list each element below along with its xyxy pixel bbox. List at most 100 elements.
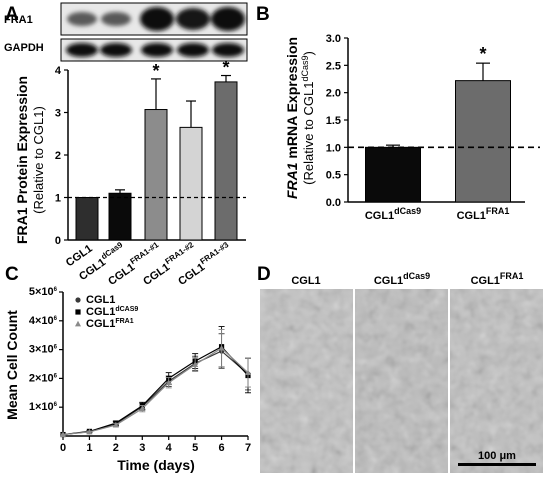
panel-a: A FRA1 GAPDH FRA1 Protein Expression (Re… xyxy=(4,2,248,288)
panel-a-ylabel-sub: (Relative to CGL1) xyxy=(31,106,46,214)
panel-a-category-label-sup: FRA1-#1 xyxy=(129,240,161,266)
western-blot xyxy=(60,2,248,62)
panel-c-legend-marker xyxy=(75,309,81,315)
panel-b-category-sup: dCas9 xyxy=(394,206,421,216)
panel-a-bar xyxy=(108,192,132,241)
panel-c-legend-sup: FRA1 xyxy=(115,318,133,325)
panel-c-data-point xyxy=(86,428,93,435)
panel-c-xtick-label: 3 xyxy=(139,442,145,454)
panel-c-data-point xyxy=(245,369,251,376)
panel-c-legend-label: CGL1dCAS9 xyxy=(86,306,138,318)
panel-c-xtick-label: 4 xyxy=(166,442,173,454)
panel-c-data-point xyxy=(192,361,199,367)
blot-label-gapdh: GAPDH xyxy=(4,42,44,54)
micrograph-title-dcas9-base: CGL1 xyxy=(374,275,403,287)
panel-a-bar xyxy=(179,126,203,241)
panel-c-legend-base: CGL1 xyxy=(86,306,115,318)
panel-d-label: D xyxy=(257,264,271,285)
panel-a-category-label-sup: dCas9 xyxy=(99,240,124,261)
panel-c-ytick-base: 5×10 xyxy=(29,286,54,298)
panel-c-xtick-label: 7 xyxy=(245,442,251,454)
panel-a-ytick-label: 4 xyxy=(55,65,62,77)
panel-d: D CGL1 CGL1dCas9 CGL1FRA1 100 μm xyxy=(257,264,543,473)
micrograph-title-dcas9: CGL1dCas9 xyxy=(374,271,430,287)
panel-c-data-point xyxy=(139,405,146,412)
panel-a-label: A xyxy=(5,4,19,25)
panel-b-ytick-label: 0.5 xyxy=(326,170,341,182)
panel-b-ytick-label: 1.0 xyxy=(326,142,341,154)
panel-a-significance: * xyxy=(222,58,229,78)
panel-b-ylabel-sub-end: ) xyxy=(301,51,316,55)
panel-b-ylabel-main: FRA1 mRNA Expression xyxy=(284,37,300,199)
panel-c-legend-sup: dCAS9 xyxy=(115,306,138,313)
panel-a-bar xyxy=(75,197,99,241)
panel-c-ytick-label: 1×106 xyxy=(29,401,58,413)
panel-c-series-line xyxy=(62,347,249,436)
panel-c-legend-label: CGL1FRA1 xyxy=(86,318,134,330)
scale-bar-label: 100 μm xyxy=(478,450,516,462)
panel-c-ylabel: Mean Cell Count xyxy=(4,310,20,420)
panel-c: C Mean Cell Count Time (days) 0 1 2 3 4 5 6 7 1×… xyxy=(4,264,251,473)
micrograph-title-dcas9-sup: dCas9 xyxy=(403,271,430,281)
panel-b: B FRA1 mRNA Expression (Relative to CGL1… xyxy=(256,4,540,222)
panel-c-xlabel: Time (days) xyxy=(117,457,195,473)
panel-b-ylabel-sub-a: (Relative to CGL1 xyxy=(301,82,316,185)
micrograph-title-cgl1: CGL1 xyxy=(291,275,320,287)
panel-c-ytick-label: 3×106 xyxy=(29,344,58,356)
panel-b-ytick-label: 0.0 xyxy=(326,197,341,209)
panel-b-category-base: CGL1 xyxy=(457,210,486,222)
panel-a-bar xyxy=(214,81,238,241)
panel-c-xtick-label: 1 xyxy=(86,442,92,454)
panel-a-category-label-sup: FRA1-#2 xyxy=(164,240,196,266)
panel-c-ylabel-wrap: Mean Cell Count xyxy=(4,310,20,420)
panel-a-bar xyxy=(144,109,168,241)
micrograph-cgl1 xyxy=(260,289,353,473)
panel-a-ytick-label: 3 xyxy=(55,108,61,120)
panel-b-significance: * xyxy=(479,44,486,64)
panel-c-ytick-label: 5×106 xyxy=(29,286,58,298)
panel-b-ylabel-italic: FRA1 xyxy=(284,162,300,199)
panel-a-ylabel: FRA1 Protein Expression (Relative to CGL… xyxy=(14,76,46,244)
panel-c-legend-base: CGL1 xyxy=(86,318,115,330)
panel-c-ytick-label: 4×106 xyxy=(29,315,58,327)
panel-c-label: C xyxy=(5,264,19,285)
panel-c-data-point xyxy=(165,379,172,386)
panel-c-ytick-base: 3×10 xyxy=(29,344,54,356)
panel-a-ytick-label: 0 xyxy=(55,235,61,247)
panel-c-ytick-exp: 6 xyxy=(54,316,58,322)
panel-c-data-point xyxy=(218,344,225,351)
panel-b-ytick-label: 2.5 xyxy=(326,60,341,72)
panel-b-bar xyxy=(455,80,511,203)
panel-c-ytick-exp: 6 xyxy=(54,373,58,379)
panel-c-data-point xyxy=(60,431,66,437)
panel-a-ytick-label: 1 xyxy=(55,193,61,205)
panel-a-ytick-label: 2 xyxy=(55,150,61,162)
panel-c-legend-marker xyxy=(75,320,81,327)
panel-b-ylabel-sub: (Relative to CGL1dCas9) xyxy=(300,51,316,185)
panel-b-ylabel-rest: mRNA Expression xyxy=(284,37,300,163)
panel-b-ytick-label: 3.0 xyxy=(326,33,341,45)
panel-c-plot: 0 1 2 3 4 5 6 71×1062×1063×1064×1065×106CGL1CGL… xyxy=(29,286,251,454)
panel-c-ytick-base: 2×10 xyxy=(29,372,54,384)
panel-b-label: B xyxy=(256,4,270,25)
panel-b-ytick-label: 2.0 xyxy=(326,88,341,100)
panel-c-ytick-exp: 6 xyxy=(54,287,58,293)
panel-c-xtick-label: 2 xyxy=(113,442,119,454)
panel-a-plot: 01234CGL1CGL1dCas9*CGL1FRA1-#1CGL1FRA1-#… xyxy=(55,58,246,288)
panel-a-ylabel-main: FRA1 Protein Expression xyxy=(14,76,30,244)
panel-a-category-label-sup: FRA1-#3 xyxy=(199,240,231,266)
panel-c-ytick-label: 2×106 xyxy=(29,372,58,384)
panel-c-xtick-label: 6 xyxy=(219,442,225,454)
panel-c-ytick-base: 1×10 xyxy=(29,401,54,413)
panel-c-data-point xyxy=(112,421,119,428)
panel-c-series-line xyxy=(62,345,249,436)
panel-c-ytick-exp: 6 xyxy=(54,345,58,351)
panel-c-legend-base: CGL1 xyxy=(86,294,115,306)
micrograph-title-fra1: CGL1FRA1 xyxy=(471,271,524,287)
panel-a-significance: * xyxy=(152,61,159,81)
panel-b-category-label: CGL1FRA1 xyxy=(457,206,510,222)
panel-b-ylabel-sub-sup: dCas9 xyxy=(300,56,310,82)
panel-c-xtick-label: 5 xyxy=(192,442,198,454)
panel-b-category-label: CGL1dCas9 xyxy=(365,206,421,222)
